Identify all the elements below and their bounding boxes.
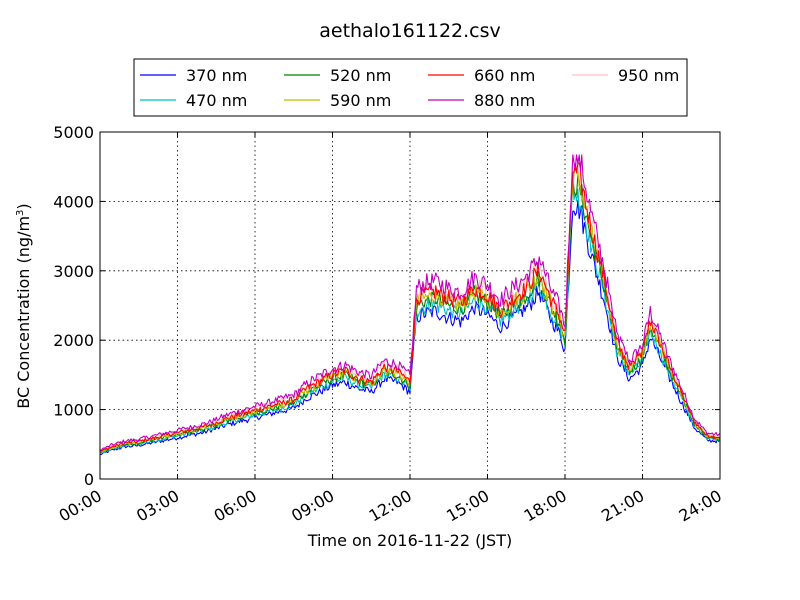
legend-label: 370 nm [186, 66, 247, 85]
legend-label: 660 nm [474, 66, 535, 85]
legend-label: 950 nm [618, 66, 679, 85]
x-tick-label: 09:00 [288, 486, 337, 526]
chart-title: aethalo161122.csv [319, 20, 501, 42]
legend-label: 470 nm [186, 91, 247, 110]
y-tick-label: 1000 [53, 401, 94, 420]
x-tick-label: 18:00 [521, 486, 570, 526]
x-tick-label: 06:00 [211, 486, 260, 526]
legend-label: 590 nm [330, 91, 391, 110]
series-lines [99, 154, 721, 455]
legend-item: 470 nm [140, 91, 247, 110]
x-tick-label: 21:00 [598, 486, 647, 526]
series-line-470-nm [99, 184, 721, 454]
legend-item: 880 nm [428, 91, 535, 110]
y-axis-label-main: BC Concentration (ng/m [14, 216, 33, 409]
series-line-660-nm [99, 162, 721, 452]
legend: 370 nm 470 nm 520 nm 590 nm 660 nm 880 nm 950 … [133, 58, 688, 117]
legend-item: 660 nm [428, 66, 535, 85]
x-tick-label: 00:00 [56, 486, 105, 526]
y-axis-label: BC Concentration (ng/m3) [14, 203, 33, 408]
legend-box [133, 58, 688, 117]
x-tick-label: 15:00 [443, 486, 492, 526]
series-line-880-nm [99, 154, 721, 452]
y-tick-label: 3000 [53, 262, 94, 281]
legend-label: 520 nm [330, 66, 391, 85]
x-tick-label: 12:00 [366, 486, 415, 526]
y-axis-label-superscript: 3 [15, 210, 26, 216]
y-tick-labels: 0 1000 2000 3000 4000 5000 [53, 123, 94, 489]
y-tick-label: 0 [84, 470, 94, 489]
legend-item: 590 nm [284, 91, 391, 110]
series-line-520-nm [99, 172, 721, 454]
y-tick-label: 2000 [53, 331, 94, 350]
legend-label: 880 nm [474, 91, 535, 110]
plot-frame [99, 131, 721, 480]
x-tick-label: 03:00 [133, 486, 182, 526]
legend-item: 950 nm [572, 66, 679, 85]
x-axis-label: Time on 2016-11-22 (JST) [307, 531, 512, 550]
y-tick-label: 4000 [53, 192, 94, 211]
x-tick-labels: 00:00 03:00 06:00 09:00 12:00 15:00 18:00 21:00… [56, 486, 725, 526]
legend-item: 370 nm [140, 66, 247, 85]
x-tick-label: 24:00 [676, 486, 725, 526]
ticks [99, 131, 721, 480]
grid [100, 132, 720, 479]
y-tick-label: 5000 [53, 123, 94, 142]
legend-item: 520 nm [284, 66, 391, 85]
y-axis-label-close: ) [14, 203, 33, 209]
